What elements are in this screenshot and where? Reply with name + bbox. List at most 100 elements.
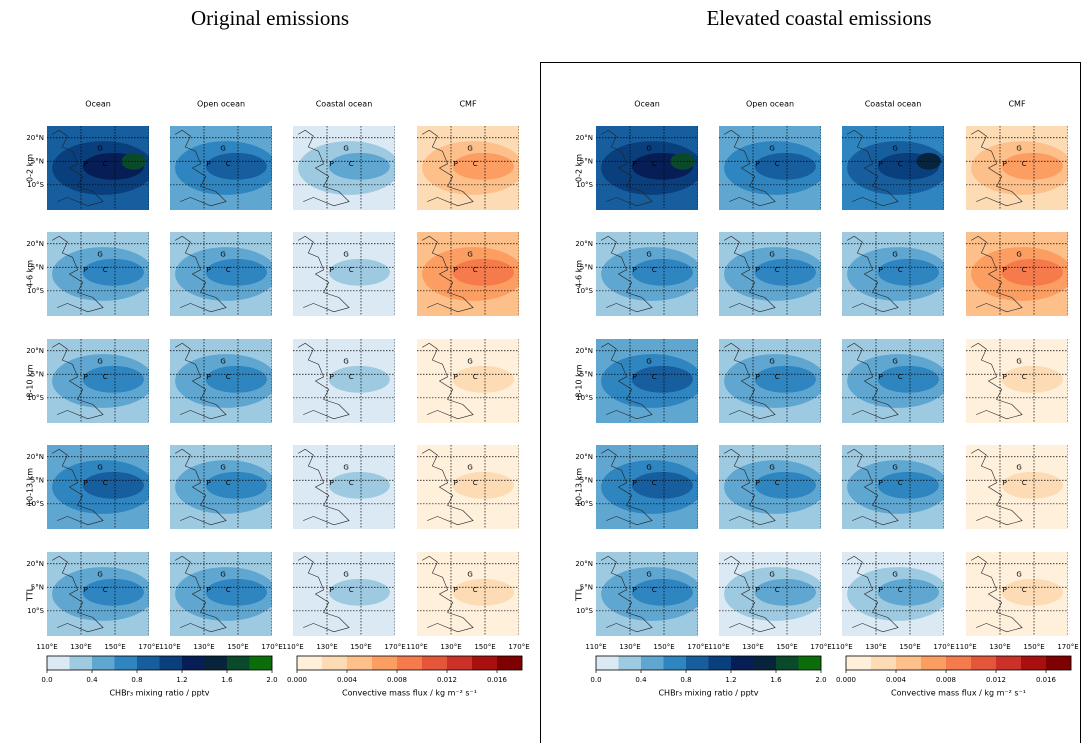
coastline [51,342,104,420]
region-label: C [103,160,108,168]
region-label: P [879,266,883,274]
colorbar-tick-label: 0.004 [886,676,907,684]
region-label: G [467,571,472,579]
colorbar-tick-label: 0.008 [936,676,956,684]
lat-label: 20°N [26,560,44,568]
region-label: C [775,266,780,274]
lat-label: 20°N [26,347,44,355]
lon-label: 170°E [508,643,529,651]
lon-label: 130°E [193,643,214,651]
map: G P C [47,126,149,210]
region-label: C [226,479,231,487]
region-label: P [756,479,760,487]
map: G P C [842,445,944,529]
map: G P C [293,552,395,636]
region-label: C [349,266,354,274]
coastline [174,555,227,633]
region-label: P [879,160,883,168]
region-label: P [454,266,458,274]
lon-label: 130°E [742,643,763,651]
coastline [51,235,104,313]
map: G P C [596,232,698,316]
map-contour [452,152,514,180]
region-label: G [97,251,102,259]
map-contour [82,365,144,393]
region-label: P [454,586,458,594]
map-contour [1001,365,1063,393]
region-label: P [207,266,211,274]
region-label: G [1016,358,1021,366]
region-label: P [330,160,334,168]
region-label: G [343,145,348,153]
map-field: G P C [417,445,519,529]
colorbar-tick-label: 0.004 [337,676,358,684]
colorbar-swatch [69,656,93,670]
map: G P C [170,339,272,423]
map: G P C [293,126,395,210]
region-label: G [769,145,774,153]
region-label: G [97,145,102,153]
map: G P C [293,445,395,529]
map: G P C [47,339,149,423]
region-label: C [1022,160,1027,168]
map-contour [328,365,390,393]
coastline [600,555,653,633]
map: G P C [596,339,698,423]
map-field: G P C [293,339,395,423]
map-contour [205,258,267,286]
region-label: C [349,373,354,381]
region-label: P [633,373,637,381]
map: G P C [293,339,395,423]
region-label: P [633,266,637,274]
map-contour [82,258,144,286]
panel-title: Original emissions [191,6,349,30]
map: G P C [417,126,519,210]
lon-label: 150°E [1023,643,1044,651]
coastline [297,555,350,633]
region-label: P [1003,266,1007,274]
map: G P C [719,339,821,423]
lon-label: 170°E [933,643,954,651]
map: G P C [842,126,944,210]
colorbar-tick-label: 1.6 [221,676,233,684]
region-label: C [473,266,478,274]
map-field: G P C [966,445,1068,529]
region-label: G [1016,251,1021,259]
colorbar-swatch [641,656,664,670]
lon-label: 170°E [810,643,831,651]
map: G P C [170,552,272,636]
coastline [723,342,776,420]
map-contour [877,258,939,286]
region-label: G [892,251,897,259]
lat-label: 20°N [575,560,593,568]
lat-label: 20°N [26,453,44,461]
map-field: G P C [47,126,149,210]
colorbar-tick-label: 1.2 [176,676,187,684]
map-contour [1001,471,1063,499]
region-label: P [756,160,760,168]
coastline [970,129,1023,207]
column-header: Ocean [634,100,660,109]
map-field: G P C [966,552,1068,636]
coastline [846,342,899,420]
map: G P C [47,445,149,529]
region-label: C [898,479,903,487]
lon-label: 130°E [619,643,640,651]
column-header: CMF [459,100,476,109]
region-label: P [84,373,88,381]
map: G P C [170,232,272,316]
colorbar-swatch [921,656,947,670]
region-label: G [467,251,472,259]
colorbar-swatch [708,656,732,670]
map: G P C [596,445,698,529]
colorbar-swatch [204,656,228,670]
map-contour [670,152,695,170]
map: G P C [966,339,1068,423]
map-contour [452,258,514,286]
region-label: C [775,586,780,594]
colorbar-tick-label: 0.000 [836,676,856,684]
colorbar-swatch [114,656,138,670]
map-contour [205,578,267,606]
colorbar-swatch [137,656,160,670]
map-field: G P C [842,126,944,210]
